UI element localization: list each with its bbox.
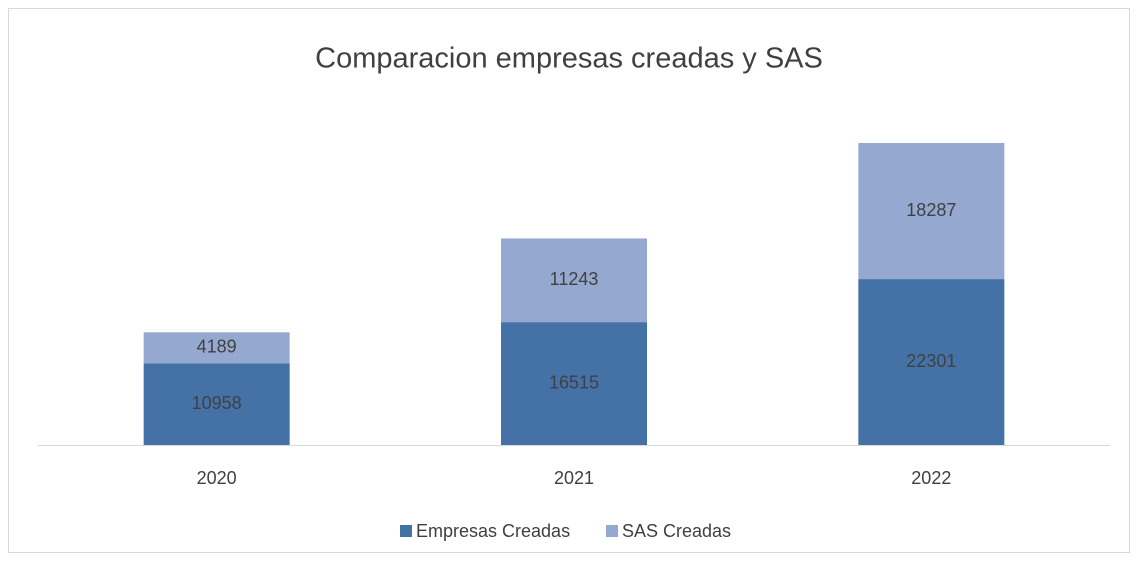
data-label: 4189: [197, 337, 237, 357]
x-tick-label: 2020: [197, 468, 237, 488]
x-tick-label: 2022: [911, 468, 951, 488]
data-label: 11243: [550, 269, 599, 289]
legend-label: Empresas Creadas: [416, 521, 570, 541]
data-label: 16515: [549, 372, 599, 392]
legend-swatch: [400, 525, 412, 537]
chart-title: Comparacion empresas creadas y SAS: [315, 43, 823, 75]
bar-segment: [143, 363, 290, 445]
bar-segment: [858, 279, 1005, 445]
bar-segment: [858, 143, 1005, 280]
legend-swatch: [606, 525, 618, 537]
data-label: 22301: [906, 351, 956, 371]
x-tick-label: 2021: [554, 468, 594, 488]
data-label: 10958: [192, 393, 242, 413]
bar-segment: [501, 238, 647, 323]
bar-segment: [501, 322, 647, 445]
bar-segment: [143, 332, 290, 364]
legend-label: SAS Creadas: [622, 521, 731, 541]
data-label: 18287: [906, 200, 956, 220]
